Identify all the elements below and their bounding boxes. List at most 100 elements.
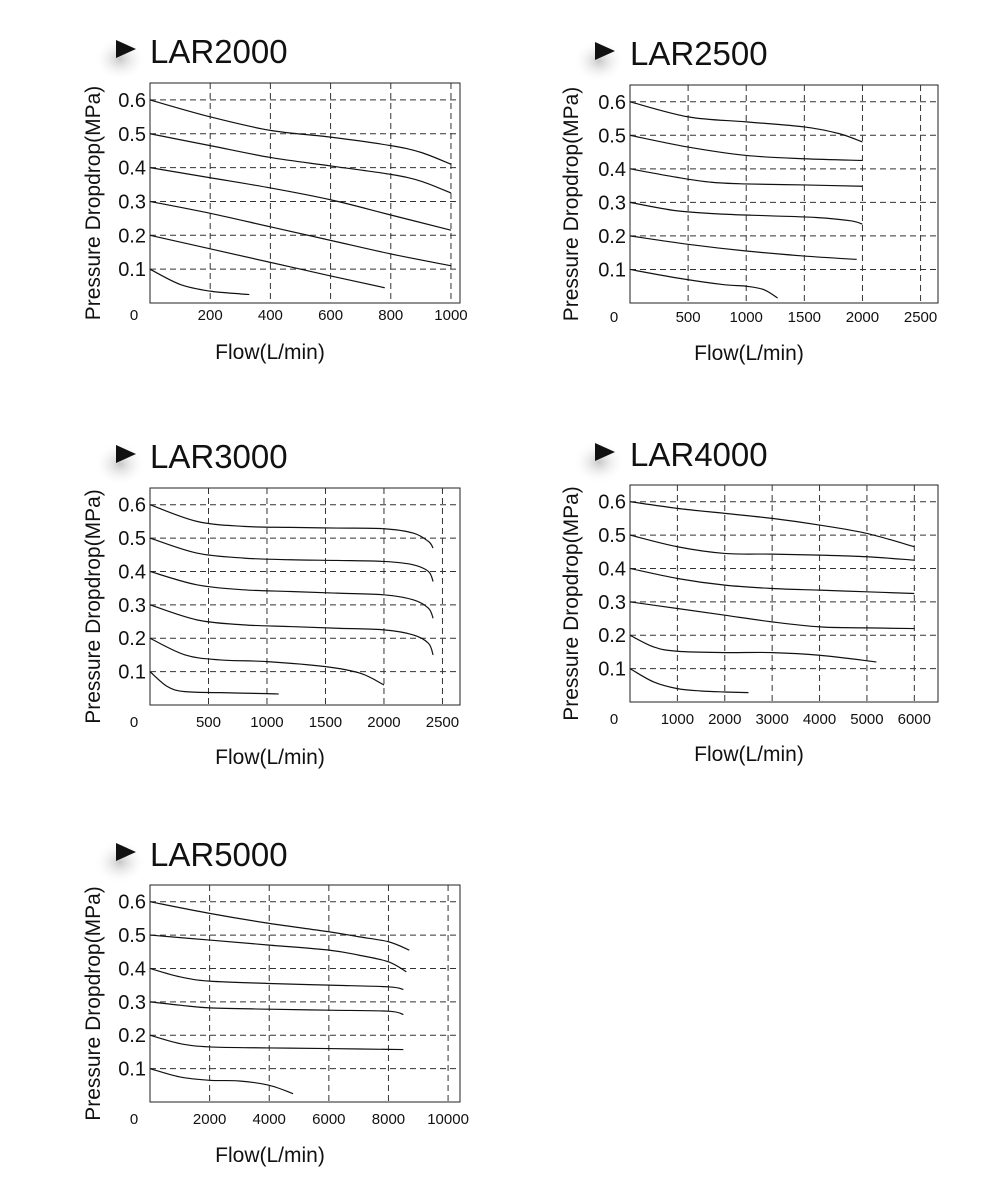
chart-4-title-arrow-icon [595,443,615,461]
chart-4-xtick-label: 0 [610,711,618,728]
chart-2-ytick-label: 0.3 [598,192,626,214]
chart-4-series-line-5 [629,534,915,561]
chart-4-series-line-1 [629,668,749,694]
chart-5-ytick-label: 0.3 [118,992,146,1014]
chart-1-xtick-label: 800 [378,307,403,324]
chart-1-ytick-label: 0.1 [118,259,146,281]
chart-2-series-line-1 [629,268,778,299]
chart-3-xtick-label: 2000 [367,714,400,731]
chart-5-ytick-label: 0.1 [118,1059,146,1081]
chart-5-title-arrow-icon [116,843,136,861]
chart-1-ytick-label: 0.4 [118,158,146,180]
chart-3-ytick-label: 0.6 [118,495,146,517]
chart-1-xtick-label: 0 [130,307,138,324]
chart-3-xtick-label: 0 [130,714,138,731]
chart-2-series-line-6 [629,101,863,143]
chart-1-series-line-5 [149,133,452,194]
chart-4-ytick-label: 0.1 [598,659,626,681]
chart-5-plot-frame [149,884,461,1103]
chart-4-xtick-label: 5000 [850,711,883,728]
chart-4-ytick-label: 0.6 [598,492,626,514]
chart-3-xtick-label: 2500 [426,714,459,731]
chart-2-ytick-label: 0.4 [598,159,626,181]
chart-2-series-line-3 [629,201,863,225]
chart-3-series-line-2 [149,637,385,686]
chart-4-series-line-2 [629,634,877,663]
chart-1-plot-frame [149,82,461,304]
chart-5-series-line-1 [149,1068,294,1095]
chart-1-series-line-4 [149,167,452,231]
chart-3-ytick-label: 0.5 [118,528,146,550]
chart-4-series-line-4 [629,567,915,595]
chart-5-series-line-4 [149,967,404,991]
chart-1-series-line-3 [149,200,452,267]
chart-5-xtick-label: 8000 [372,1111,405,1128]
chart-1-xtick-label: 200 [198,307,223,324]
chart-4-ytick-label: 0.3 [598,592,626,614]
chart-2-title: LAR2500 [630,35,768,72]
chart-1-ytick-label: 0.2 [118,225,146,247]
chart-3-ytick-label: 0.4 [118,561,146,583]
chart-2-xtick-label: 2500 [904,309,937,326]
chart-5-xtick-label: 10000 [427,1111,469,1128]
chart-3-y-axis-label: Pressure Dropdrop(MPa) [82,489,105,724]
chart-3-xtick-label: 1500 [309,714,342,731]
chart-4-series-line-6 [629,501,915,548]
chart-5-series-line-6 [149,901,410,951]
chart-3-series-line-3 [149,604,434,656]
chart-4-plot-frame [629,484,939,703]
chart-1-x-axis-label: Flow(L/min) [215,341,325,364]
chart-1-series-line-1 [149,268,250,296]
chart-4-xtick-label: 2000 [708,711,741,728]
chart-4-y-axis-label: Pressure Dropdrop(MPa) [560,486,583,721]
chart-3-ytick-label: 0.3 [118,595,146,617]
chart-3-ytick-label: 0.1 [118,662,146,684]
chart-2-xtick-label: 0 [610,309,618,326]
chart-5-xtick-label: 0 [130,1111,138,1128]
chart-4-xtick-label: 3000 [755,711,788,728]
chart-5-xtick-label: 6000 [312,1111,345,1128]
chart-3-series-line-6 [149,504,434,549]
chart-3-plot-frame [149,487,461,706]
chart-1-title: LAR2000 [150,33,288,70]
chart-2-xtick-label: 1000 [730,309,763,326]
chart-1-xtick-label: 1000 [434,307,467,324]
chart-1-ytick-label: 0.5 [118,124,146,146]
chart-4-ytick-label: 0.4 [598,558,626,580]
chart-5-ytick-label: 0.6 [118,892,146,914]
chart-5-series-line-2 [149,1034,404,1051]
chart-5-y-axis-label: Pressure Dropdrop(MPa) [82,886,105,1121]
chart-1-xtick-label: 400 [258,307,283,324]
chart-3-series-line-4 [149,570,434,619]
chart-5-ytick-label: 0.2 [118,1025,146,1047]
chart-1-xtick-label: 600 [318,307,343,324]
chart-2-title-arrow-icon [595,42,615,60]
chart-2-plot-frame [629,84,939,304]
chart-4-xtick-label: 1000 [661,711,694,728]
chart-5-ytick-label: 0.5 [118,925,146,947]
chart-2-ytick-label: 0.5 [598,125,626,147]
chart-2-ytick-label: 0.6 [598,92,626,114]
chart-3-title: LAR3000 [150,438,288,475]
chart-5-title: LAR5000 [150,836,288,873]
chart-5-xtick-label: 2000 [193,1111,226,1128]
chart-2-ytick-label: 0.1 [598,259,626,281]
chart-4-ytick-label: 0.2 [598,625,626,647]
chart-3-xtick-label: 500 [196,714,221,731]
chart-2-xtick-label: 1500 [788,309,821,326]
chart-5-xtick-label: 4000 [253,1111,286,1128]
chart-4-xtick-label: 6000 [898,711,931,728]
chart-4-title: LAR4000 [630,436,768,473]
chart-1-y-axis-label: Pressure Dropdrop(MPa) [82,86,105,321]
chart-4-xtick-label: 4000 [803,711,836,728]
chart-4-x-axis-label: Flow(L/min) [694,743,804,766]
chart-3-x-axis-label: Flow(L/min) [215,746,325,769]
chart-2-series-line-5 [629,134,863,162]
chart-2-y-axis-label: Pressure Dropdrop(MPa) [560,87,583,322]
chart-2-ytick-label: 0.2 [598,226,626,248]
chart-4-series-line-3 [629,601,915,630]
chart-1-series-line-2 [149,234,385,289]
chart-1-title-arrow-icon [116,40,136,58]
chart-5-series-line-3 [149,1001,404,1016]
